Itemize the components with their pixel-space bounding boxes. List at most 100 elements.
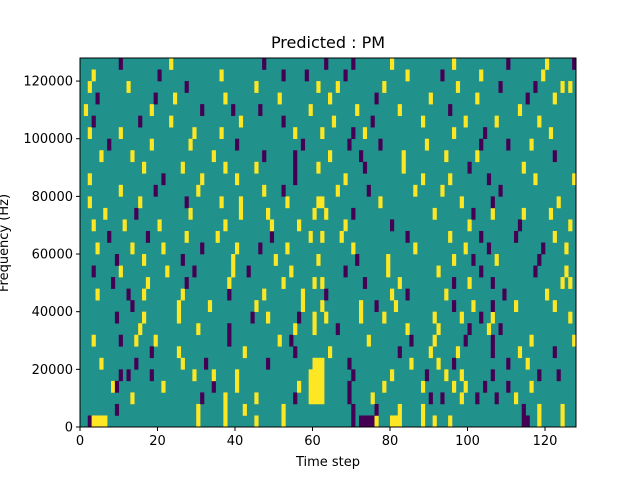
heatmap-cell — [95, 92, 100, 105]
heatmap-cell — [149, 138, 154, 151]
heatmap-cell — [556, 196, 561, 209]
heatmap-cell — [308, 392, 313, 405]
heatmap-cell — [564, 265, 569, 278]
heatmap-cell — [138, 196, 143, 209]
heatmap-cell — [297, 380, 302, 393]
heatmap-cell — [548, 127, 554, 140]
heatmap-cell — [355, 254, 360, 266]
heatmap-cell — [529, 334, 534, 347]
x-tick-label: 100 — [455, 434, 480, 449]
heatmap-cell — [320, 127, 325, 140]
heatmap-cell — [525, 92, 530, 105]
heatmap-cell — [436, 323, 441, 336]
heatmap-cell — [490, 311, 495, 324]
heatmap-cell — [142, 254, 147, 266]
heatmap-cell — [320, 380, 325, 393]
heatmap-cell — [362, 161, 368, 174]
x-tick-label: 120 — [533, 434, 558, 449]
heatmap-cell — [397, 415, 402, 428]
heatmap-cell — [374, 300, 379, 312]
heatmap-cell — [378, 138, 383, 151]
heatmap-cell — [351, 58, 356, 70]
heatmap-cell — [552, 300, 557, 312]
heatmap-cell — [308, 380, 313, 393]
heatmap-cell — [479, 311, 484, 324]
heatmap-cell — [142, 311, 147, 324]
heatmap-cell — [351, 403, 356, 416]
heatmap-cell — [87, 196, 92, 209]
heatmap-cell — [490, 334, 495, 347]
heatmap-cell — [316, 196, 321, 209]
heatmap-cell — [459, 196, 464, 209]
heatmap-cell — [560, 403, 565, 416]
x-axis-label: Time step — [295, 455, 360, 470]
heatmap-cell — [200, 173, 205, 186]
heatmap-cell — [413, 184, 418, 197]
heatmap-cell — [351, 242, 356, 255]
heatmap-cell — [258, 242, 263, 255]
heatmap-cell — [281, 115, 286, 128]
heatmap-cell — [211, 150, 216, 163]
heatmap-cell — [564, 242, 569, 255]
heatmap-cell — [289, 265, 294, 278]
heatmap-cell — [281, 415, 286, 428]
heatmap-cell — [242, 403, 247, 416]
heatmap-cell — [91, 69, 96, 82]
heatmap-cell — [169, 115, 174, 128]
heatmap-cell — [312, 207, 317, 220]
heatmap-cell — [254, 81, 259, 93]
heatmap-cell — [440, 69, 445, 82]
heatmap-cell — [114, 403, 120, 416]
heatmap-cell — [502, 288, 507, 301]
heatmap-cell — [188, 138, 193, 151]
heatmap-cell — [452, 254, 457, 266]
y-tick-label: 0 — [65, 421, 73, 436]
heatmap-cell — [246, 265, 251, 278]
heatmap-cell — [180, 161, 185, 174]
heatmap-cell — [382, 380, 387, 393]
heatmap-cell — [176, 300, 182, 312]
heatmap-cell — [343, 219, 348, 232]
heatmap-cell — [362, 277, 368, 289]
heatmap-cell — [293, 346, 298, 359]
heatmap-cell — [560, 415, 565, 428]
heatmap-cell — [448, 104, 453, 116]
heatmap-cell — [134, 334, 139, 347]
heatmap-cell — [409, 334, 414, 347]
heatmap-cell — [409, 357, 414, 370]
heatmap-cell — [273, 254, 278, 266]
heatmap-cell — [269, 219, 275, 232]
heatmap-cell — [506, 357, 511, 370]
heatmap-cell — [428, 92, 433, 105]
heatmap-cell — [312, 369, 317, 382]
heatmap-cell — [312, 380, 317, 393]
heatmap-cell — [227, 334, 232, 347]
heatmap-cell — [568, 81, 573, 93]
heatmap-cell — [99, 415, 104, 428]
heatmap-cell — [254, 300, 259, 312]
heatmap-cell — [231, 265, 236, 278]
heatmap-cell — [223, 219, 228, 232]
heatmap-cell — [180, 357, 185, 370]
heatmap-cell — [432, 207, 437, 220]
heatmap-cell — [514, 300, 519, 312]
heatmap-cell — [444, 288, 449, 301]
heatmap-cell — [452, 58, 457, 70]
heatmap-cell — [297, 219, 302, 232]
heatmap-cell — [432, 415, 437, 428]
heatmap-plot-area — [79, 57, 577, 428]
heatmap-cell — [149, 369, 154, 382]
y-tick-label: 120000 — [23, 75, 73, 90]
x-tick-label: 20 — [149, 434, 166, 449]
heatmap-cell — [560, 277, 565, 289]
heatmap-cell — [405, 230, 410, 243]
heatmap-cell — [219, 69, 224, 82]
heatmap-cell — [285, 242, 290, 255]
heatmap-cell — [479, 69, 484, 82]
heatmap-cell — [486, 242, 492, 255]
heatmap-cell — [153, 334, 158, 347]
heatmap-cell — [316, 81, 321, 93]
heatmap-cell — [258, 104, 263, 116]
heatmap-cell — [572, 58, 577, 70]
heatmap-cell — [293, 173, 298, 186]
